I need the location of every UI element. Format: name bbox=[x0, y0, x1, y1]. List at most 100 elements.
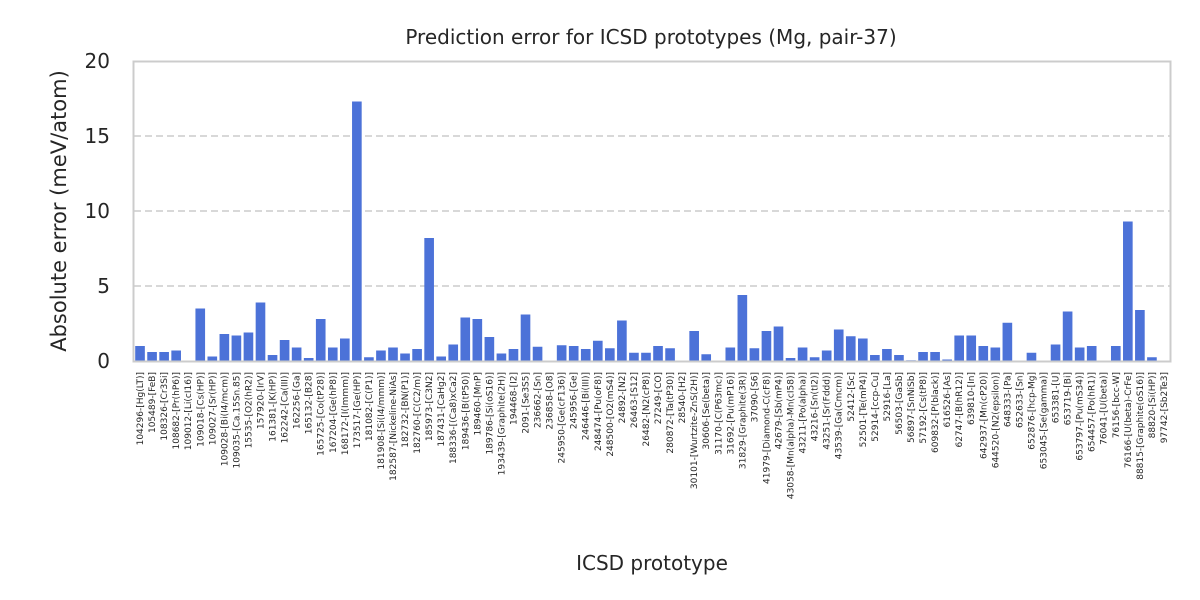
x-tick-label: 246446-[Bi(III)] bbox=[582, 372, 592, 440]
bar bbox=[400, 353, 410, 361]
bar bbox=[954, 335, 965, 361]
x-tick-label: 653045-[Se(gamma)] bbox=[1040, 372, 1050, 469]
bar bbox=[508, 349, 519, 361]
x-tick-label: 43211-[Po(alpha)] bbox=[799, 372, 809, 453]
x-tick-label: 173517-[Ge(HP)] bbox=[353, 372, 363, 448]
x-tick-label: 57192-[Cs(tP8)] bbox=[919, 372, 929, 444]
x-tick-label: 165725-[Co(tP28)] bbox=[317, 372, 327, 456]
x-tick-label: 104296-[Hg(LT)] bbox=[136, 372, 146, 445]
x-tick-label: 88815-[Graphite(oS16)] bbox=[1136, 372, 1146, 480]
bar bbox=[653, 346, 663, 361]
bar bbox=[424, 238, 434, 361]
bar bbox=[195, 308, 206, 361]
x-tick-label: 653381-[U] bbox=[1052, 372, 1062, 423]
x-tick-label: 181082-[C(P1)] bbox=[365, 372, 375, 441]
bar bbox=[797, 347, 808, 361]
x-tick-label: 43539-[Ga(Cmcm)] bbox=[835, 372, 845, 459]
x-tick-label: 648333-[Pa] bbox=[1003, 372, 1013, 427]
x-tick-label: 52501-[Te(mP4)] bbox=[859, 372, 869, 447]
chart-title: Prediction error for ICSD prototypes (Mg… bbox=[405, 25, 896, 49]
x-tick-label: 652876-[hcp-Mg] bbox=[1027, 372, 1037, 450]
x-tick-label: 26463-[S12] bbox=[630, 372, 640, 428]
bar bbox=[171, 350, 181, 361]
bar bbox=[882, 349, 892, 361]
bar bbox=[291, 347, 302, 361]
bar bbox=[412, 349, 422, 361]
bar bbox=[833, 329, 844, 361]
x-tick-label: 109018-[Cs(HP)] bbox=[196, 372, 206, 447]
x-tick-label: 189460-[MnP] bbox=[473, 372, 483, 436]
x-tick-label: 109035-[Ca.15Sn.85] bbox=[232, 372, 242, 468]
x-tick-label: 193439-[Graphite(2H)] bbox=[497, 372, 507, 475]
bar bbox=[159, 352, 169, 361]
bar bbox=[243, 332, 254, 361]
y-tick-label: 5 bbox=[97, 274, 110, 298]
x-tick-label: 108682-[Pr(hP6)] bbox=[172, 372, 182, 449]
bar bbox=[870, 355, 880, 361]
x-tick-label: 37090-[S6] bbox=[750, 372, 760, 422]
x-tick-label: 167204-[Ge(hP8)] bbox=[329, 372, 339, 453]
x-tick-label: 157920-[IrV] bbox=[256, 372, 266, 429]
bar bbox=[629, 352, 639, 361]
bar bbox=[255, 302, 266, 361]
bar bbox=[725, 347, 736, 361]
bar bbox=[930, 352, 940, 361]
bar bbox=[918, 352, 928, 361]
bar bbox=[556, 345, 567, 361]
x-tick-label: 653797-[Pu(mS34)] bbox=[1076, 372, 1086, 461]
bar bbox=[1062, 311, 1073, 361]
x-tick-label: 109012-[Li(cI16)] bbox=[184, 372, 194, 450]
x-tick-label: 168172-[I(Immm)] bbox=[341, 372, 351, 455]
bar bbox=[147, 352, 157, 361]
bar bbox=[568, 346, 579, 361]
x-tick-label: 642937-[Mn(cP20)] bbox=[979, 372, 989, 459]
y-tick-label: 20 bbox=[85, 49, 110, 73]
bar bbox=[532, 346, 543, 361]
bar bbox=[857, 338, 868, 361]
bar bbox=[267, 355, 278, 361]
bar bbox=[785, 358, 796, 361]
x-tick-label: 181908-[Si(I4/mmm)] bbox=[377, 372, 387, 470]
bar bbox=[219, 334, 230, 361]
x-tick-label: 245950-[Ge(cF136)] bbox=[558, 372, 568, 463]
bar bbox=[1110, 346, 1121, 361]
x-tick-label: 616526-[As] bbox=[943, 372, 953, 427]
bar bbox=[207, 356, 218, 361]
x-tick-label: 653719-[Bi] bbox=[1064, 372, 1074, 425]
x-tick-label: 43058-[Mn(alpha)-Mn(cI58)] bbox=[787, 372, 797, 499]
bar bbox=[580, 349, 591, 361]
x-tick-label: 31829-[Graphite(3R)] bbox=[738, 372, 748, 469]
y-tick-label: 15 bbox=[85, 124, 110, 148]
x-tick-label: 56503-[GaSb] bbox=[895, 372, 905, 435]
bar bbox=[641, 352, 651, 361]
bar bbox=[352, 101, 362, 361]
bar bbox=[231, 335, 242, 361]
x-tick-label: 644520-[N2(epsilon)] bbox=[991, 372, 1001, 468]
bar bbox=[809, 357, 820, 361]
bar bbox=[761, 331, 772, 361]
x-tick-label: 609832-[P(black)] bbox=[931, 372, 941, 453]
x-tick-label: 52412-[Sc] bbox=[847, 372, 857, 422]
x-tick-label: 97742-[Sb2Te3] bbox=[1160, 372, 1170, 443]
x-tick-label: 43216-[Sn(tI2)] bbox=[811, 372, 821, 441]
x-tick-label: 639810-[In] bbox=[967, 372, 977, 425]
plot-frame bbox=[132, 60, 1172, 363]
x-tick-label: 185973-[C3N2] bbox=[425, 372, 435, 441]
x-axis-label: ICSD prototype bbox=[576, 551, 728, 575]
x-tick-label: 43251-[Sr(Fddd)] bbox=[823, 372, 833, 450]
bar bbox=[749, 348, 760, 361]
x-tick-label: 31692-[Pu(mP16)] bbox=[726, 372, 736, 455]
bar bbox=[448, 344, 459, 361]
bar bbox=[364, 357, 374, 361]
bar bbox=[472, 319, 483, 361]
bar bbox=[135, 346, 145, 361]
bar bbox=[376, 350, 386, 361]
bar bbox=[1074, 347, 1085, 361]
bar bbox=[1002, 322, 1013, 361]
bar bbox=[388, 347, 398, 361]
bar bbox=[1123, 221, 1133, 361]
x-tick-label: 27249-[CO] bbox=[654, 372, 664, 424]
x-tick-label: 76166-[U(beta)-CrFe] bbox=[1124, 372, 1134, 468]
x-tick-label: 161381-[K(HP)] bbox=[269, 372, 279, 442]
bar bbox=[605, 348, 615, 361]
